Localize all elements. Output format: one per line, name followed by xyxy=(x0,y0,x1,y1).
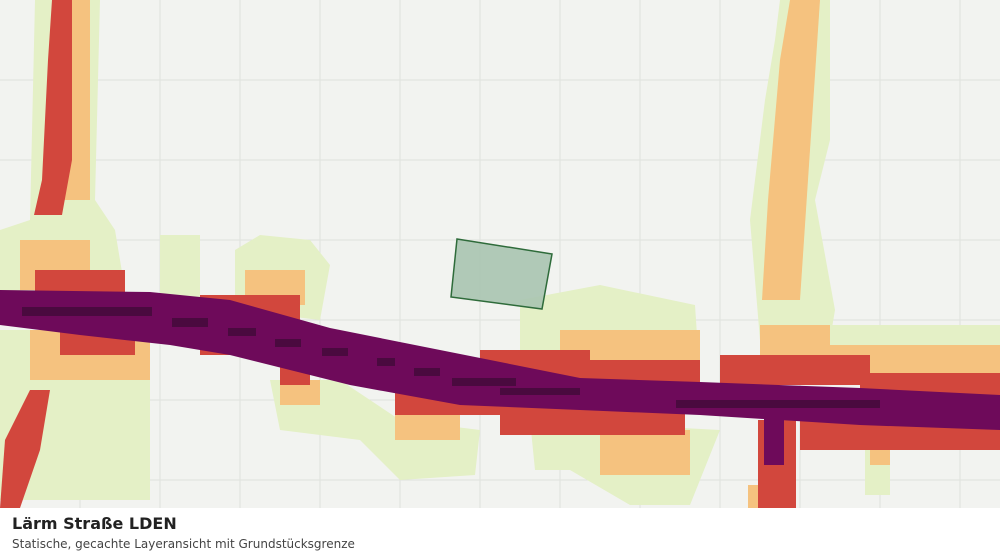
noise-area xyxy=(160,235,200,300)
subtitle: Statische, gecachte Layeransicht mit Gru… xyxy=(12,537,355,551)
noise-area xyxy=(414,368,440,376)
noise-area xyxy=(377,358,395,366)
caption-bar: Lärm Straße LDEN Statische, gecachte Lay… xyxy=(0,508,1000,560)
noise-area xyxy=(0,290,1000,430)
noise-area xyxy=(600,430,690,475)
noise-area xyxy=(34,0,72,215)
noise-area xyxy=(270,380,480,480)
noise-area xyxy=(275,339,301,347)
parcel-boundary xyxy=(450,238,553,310)
noise-area xyxy=(452,378,516,386)
noise-area xyxy=(760,325,830,360)
noise-area xyxy=(0,390,50,508)
title: Lärm Straße LDEN xyxy=(12,514,177,533)
noise-area xyxy=(762,0,820,300)
noise-area xyxy=(322,348,348,356)
noise-very-high xyxy=(0,290,1000,465)
noise-extreme xyxy=(22,307,880,408)
noise-area xyxy=(500,388,580,395)
noise-area xyxy=(720,355,870,385)
map xyxy=(0,0,1000,508)
noise-area xyxy=(764,410,784,465)
noise-area xyxy=(22,307,152,316)
noise-area xyxy=(676,400,880,408)
noise-area xyxy=(172,318,208,327)
noise-area xyxy=(228,328,256,336)
noise-area xyxy=(860,373,1000,395)
